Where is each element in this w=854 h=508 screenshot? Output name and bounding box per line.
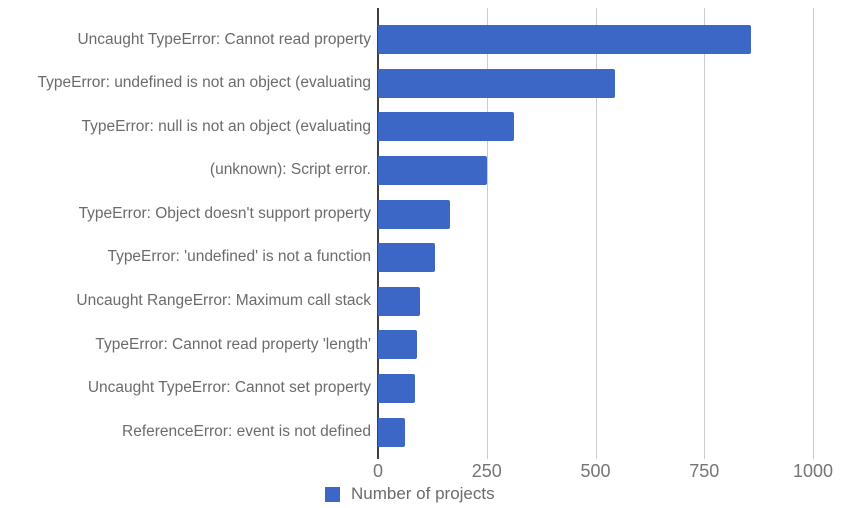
gridline: [813, 8, 814, 459]
bar: [378, 374, 416, 404]
x-tick-label: 1000: [792, 461, 834, 481]
category-label: TypeError: Object doesn't support proper…: [78, 204, 371, 222]
category-label: TypeError: undefined is not an object (e…: [37, 74, 371, 92]
bar: [378, 25, 751, 55]
bar-row: TypeError: 'undefined' is not a function: [0, 236, 854, 280]
bar-track: [378, 330, 854, 360]
bar: [378, 199, 451, 229]
bar: [378, 330, 417, 360]
bar: [378, 417, 406, 447]
gridline: [595, 8, 597, 459]
x-tick-label: 500: [580, 461, 611, 481]
bar-row: (unknown): Script error.: [0, 149, 854, 193]
bar-track: [378, 156, 854, 186]
category-label: ReferenceError: event is not defined: [122, 422, 371, 440]
bar: [378, 68, 616, 98]
bar: [378, 243, 435, 273]
bar-row: TypeError: Object doesn't support proper…: [0, 192, 854, 236]
y-axis-line: [377, 8, 379, 459]
bar-row: TypeError: null is not an object (evalua…: [0, 105, 854, 149]
category-label: TypeError: Cannot read property 'length': [95, 335, 371, 353]
bar-row: TypeError: undefined is not an object (e…: [0, 62, 854, 106]
bar-row: Uncaught TypeError: Cannot read property: [0, 18, 854, 62]
category-label: Uncaught TypeError: Cannot set property: [87, 379, 371, 397]
gridline: [486, 8, 488, 459]
x-tick-label: 250: [471, 461, 502, 481]
bar-track: [378, 417, 854, 447]
legend-swatch-icon: [325, 486, 340, 502]
category-label: (unknown): Script error.: [209, 161, 371, 179]
bar-row: TypeError: Cannot read property 'length': [0, 323, 854, 367]
bar-row: ReferenceError: event is not defined: [0, 410, 854, 454]
bar-track: [378, 25, 854, 55]
bar-track: [378, 286, 854, 316]
bar: [378, 112, 514, 142]
category-label: Uncaught RangeError: Maximum call stack: [76, 292, 371, 310]
bar: [378, 286, 420, 316]
bar-track: [378, 374, 854, 404]
plot-area: [377, 8, 846, 459]
bar-track: [378, 199, 854, 229]
category-label: TypeError: 'undefined' is not a function: [107, 248, 371, 266]
bar-rows: Uncaught TypeError: Cannot read property…: [0, 18, 854, 454]
legend: Number of projects: [325, 484, 495, 504]
bar-row: Uncaught RangeError: Maximum call stack: [0, 280, 854, 324]
bar-row: Uncaught TypeError: Cannot set property: [0, 367, 854, 411]
bar-track: [378, 68, 854, 98]
category-label: TypeError: null is not an object (evalua…: [81, 117, 372, 135]
x-tick-label: 0: [372, 461, 384, 481]
bar: [378, 156, 488, 186]
legend-label: Number of projects: [351, 484, 495, 503]
gridline: [704, 8, 706, 459]
bar-track: [378, 243, 854, 273]
bar-track: [378, 112, 854, 142]
x-tick-label: 750: [689, 461, 720, 481]
category-label: Uncaught TypeError: Cannot read property: [77, 30, 371, 48]
x-axis: 0 250 500 750 1000: [0, 461, 854, 483]
